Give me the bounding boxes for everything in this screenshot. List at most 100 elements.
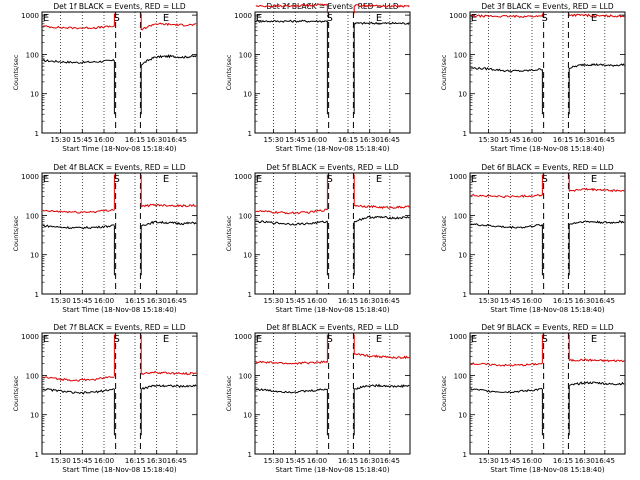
x-tick-label: 16:45 xyxy=(595,136,615,144)
y-axis-label: Counts/sec xyxy=(440,375,448,411)
y-tick-label: 1000 xyxy=(449,12,467,20)
x-tick-label: 16:00 xyxy=(522,136,542,144)
y-tick-label: 100 xyxy=(26,212,39,220)
x-tick-label: 15:45 xyxy=(285,457,305,465)
y-tick-label: 1000 xyxy=(21,12,39,20)
end-marker-label: E xyxy=(163,174,169,185)
y-tick-label: 10 xyxy=(458,252,467,260)
y-axis-label: Counts/sec xyxy=(440,54,448,90)
detector-panel-6: Det 6f BLACK = Events, RED = LLD 1 10 100 10… xyxy=(440,163,626,314)
x-tick-label: 16:45 xyxy=(167,297,187,305)
series-events-line xyxy=(141,384,197,390)
start-marker-label: S xyxy=(326,174,332,185)
end-marker-label-left: E xyxy=(43,174,49,185)
y-tick-label: 1 xyxy=(463,130,467,138)
series-lld-line xyxy=(470,14,543,19)
x-tick-label: 15:45 xyxy=(285,136,305,144)
start-marker-label: S xyxy=(113,174,119,185)
x-axis-label: Start Time (18-Nov-08 15:18:40) xyxy=(62,306,176,314)
x-axis-label: Start Time (18-Nov-08 15:18:40) xyxy=(490,466,604,474)
end-marker-label-left: E xyxy=(256,13,262,24)
panel-title: Det 5f BLACK = Events, RED = LLD xyxy=(266,163,399,172)
panel-title: Det 4f BLACK = Events, RED = LLD xyxy=(53,163,186,172)
x-tick-label: 16:30 xyxy=(575,297,595,305)
x-tick-label: 16:00 xyxy=(94,136,114,144)
x-tick-label: 15:30 xyxy=(479,136,499,144)
series-events-line xyxy=(569,62,625,69)
y-tick-label: 100 xyxy=(454,51,467,59)
x-tick-label: 16:15 xyxy=(125,297,145,305)
x-axis-label: Start Time (18-Nov-08 15:18:40) xyxy=(275,145,389,153)
panel-title: Det 9f BLACK = Events, RED = LLD xyxy=(481,323,614,332)
panel-title: Det 3f BLACK = Events, RED = LLD xyxy=(481,2,614,11)
series-events-line xyxy=(470,387,543,394)
x-tick-label: 15:30 xyxy=(479,457,499,465)
y-axis-label: Counts/sec xyxy=(12,54,20,90)
start-marker-label: S xyxy=(113,13,119,24)
y-tick-label: 1 xyxy=(248,291,252,299)
series-lld-line xyxy=(470,193,543,199)
x-tick-label: 15:30 xyxy=(51,297,71,305)
plot-frame xyxy=(41,11,198,134)
plot-frame xyxy=(469,172,626,295)
x-tick-label: 15:30 xyxy=(264,297,284,305)
x-tick-label: 15:30 xyxy=(264,136,284,144)
y-tick-label: 1 xyxy=(248,130,252,138)
end-marker-label: E xyxy=(591,334,597,345)
series-lld-line xyxy=(568,358,625,363)
series-lld-line xyxy=(140,203,197,208)
x-axis-label: Start Time (18-Nov-08 15:18:40) xyxy=(275,466,389,474)
x-tick-label: 16:15 xyxy=(553,457,573,465)
start-marker-label: S xyxy=(541,174,547,185)
series-events-line xyxy=(42,58,115,65)
series-events-line xyxy=(354,215,410,223)
x-tick-label: 16:15 xyxy=(338,457,358,465)
start-marker-label: S xyxy=(326,13,332,24)
y-tick-label: 10 xyxy=(30,91,39,99)
detector-panel-9: Det 9f BLACK = Events, RED = LLD 1 10 100 10… xyxy=(440,323,626,474)
series-lld-line xyxy=(353,353,410,360)
plot-frame xyxy=(254,11,411,134)
x-tick-label: 16:00 xyxy=(307,457,327,465)
x-tick-label: 16:15 xyxy=(125,136,145,144)
x-tick-label: 15:30 xyxy=(264,457,284,465)
y-tick-label: 1 xyxy=(35,130,39,138)
end-marker-label-left: E xyxy=(471,13,477,24)
end-marker-label-left: E xyxy=(256,334,262,345)
x-axis-label: Start Time (18-Nov-08 15:18:40) xyxy=(490,306,604,314)
y-tick-label: 100 xyxy=(454,212,467,220)
x-tick-label: 16:30 xyxy=(575,136,595,144)
x-tick-label: 16:15 xyxy=(338,297,358,305)
x-tick-label: 15:45 xyxy=(72,136,92,144)
x-tick-label: 16:30 xyxy=(360,457,380,465)
series-lld-line xyxy=(140,22,197,31)
end-marker-label: E xyxy=(376,334,382,345)
y-tick-label: 10 xyxy=(30,412,39,420)
series-events-line xyxy=(569,381,625,386)
end-marker-label-left: E xyxy=(256,174,262,185)
x-tick-label: 16:15 xyxy=(125,457,145,465)
panel-title: Det 8f BLACK = Events, RED = LLD xyxy=(266,323,399,332)
x-tick-label: 16:45 xyxy=(167,136,187,144)
plot-frame xyxy=(254,172,411,295)
panel-title: Det 1f BLACK = Events, RED = LLD xyxy=(53,2,186,11)
y-axis-label: Counts/sec xyxy=(225,215,233,251)
series-lld-line xyxy=(42,376,115,382)
y-axis-label: Counts/sec xyxy=(225,54,233,90)
series-events-line xyxy=(255,388,328,394)
series-events-line xyxy=(141,220,197,227)
end-marker-label-left: E xyxy=(43,334,49,345)
detector-panel-3: Det 3f BLACK = Events, RED = LLD 1 10 100 10… xyxy=(440,2,626,153)
x-tick-label: 15:45 xyxy=(285,297,305,305)
series-lld-line xyxy=(353,204,410,210)
series-events-line xyxy=(255,19,328,23)
y-tick-label: 1000 xyxy=(449,333,467,341)
x-tick-label: 16:45 xyxy=(595,297,615,305)
start-marker-label: S xyxy=(326,334,332,345)
x-axis-label: Start Time (18-Nov-08 15:18:40) xyxy=(275,306,389,314)
start-marker-label: S xyxy=(541,334,547,345)
y-tick-label: 1000 xyxy=(21,333,39,341)
series-events-line xyxy=(255,220,328,226)
x-tick-label: 16:15 xyxy=(338,136,358,144)
